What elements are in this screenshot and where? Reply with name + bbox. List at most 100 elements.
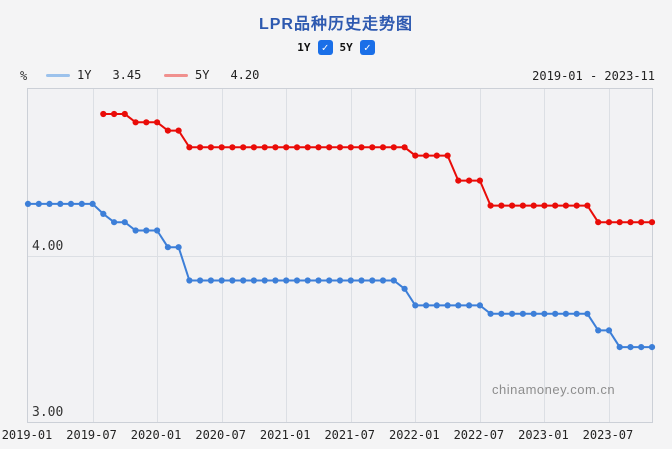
data-point-1y[interactable] (261, 277, 268, 284)
data-point-5y[interactable] (627, 219, 634, 226)
data-point-5y[interactable] (444, 152, 451, 159)
data-point-5y[interactable] (648, 219, 656, 226)
data-point-5y[interactable] (455, 177, 462, 184)
data-point-1y[interactable] (444, 302, 451, 309)
data-point-1y[interactable] (379, 277, 387, 284)
data-point-1y[interactable] (552, 310, 559, 317)
data-point-5y[interactable] (272, 144, 279, 151)
data-point-5y[interactable] (250, 144, 257, 151)
data-point-1y[interactable] (293, 277, 301, 284)
data-point-1y[interactable] (326, 277, 333, 284)
data-point-5y[interactable] (401, 144, 408, 151)
data-point-1y[interactable] (369, 277, 376, 284)
data-point-5y[interactable] (121, 110, 128, 118)
data-point-1y[interactable] (358, 277, 365, 284)
plot-area[interactable]: 4.00 3.00 (24, 88, 656, 423)
data-point-5y[interactable] (509, 202, 516, 209)
data-point-1y[interactable] (573, 310, 580, 317)
data-point-1y[interactable] (35, 200, 42, 207)
data-point-1y[interactable] (433, 302, 440, 309)
data-point-5y[interactable] (143, 119, 150, 126)
data-point-1y[interactable] (616, 344, 623, 351)
data-point-5y[interactable] (293, 144, 301, 151)
data-point-5y[interactable] (218, 144, 225, 151)
data-point-1y[interactable] (315, 277, 322, 284)
data-point-1y[interactable] (186, 277, 193, 284)
data-point-1y[interactable] (121, 219, 128, 226)
data-point-5y[interactable] (207, 144, 214, 151)
data-point-5y[interactable] (552, 202, 559, 209)
data-point-5y[interactable] (466, 177, 473, 184)
data-point-1y[interactable] (78, 200, 85, 207)
data-point-5y[interactable] (498, 202, 505, 209)
data-point-5y[interactable] (433, 152, 440, 159)
data-point-1y[interactable] (530, 310, 537, 317)
data-point-5y[interactable] (304, 144, 311, 151)
data-point-1y[interactable] (627, 344, 634, 351)
data-point-5y[interactable] (638, 219, 645, 226)
data-point-5y[interactable] (379, 144, 387, 151)
data-point-5y[interactable] (347, 144, 354, 151)
series-5y[interactable] (100, 110, 656, 226)
chart-canvas[interactable] (24, 89, 656, 422)
data-point-5y[interactable] (186, 144, 193, 151)
data-point-5y[interactable] (487, 202, 494, 209)
data-point-5y[interactable] (132, 119, 139, 126)
data-point-1y[interactable] (519, 310, 526, 317)
data-point-1y[interactable] (283, 277, 290, 284)
data-point-5y[interactable] (584, 202, 591, 209)
data-point-5y[interactable] (197, 144, 204, 151)
data-point-5y[interactable] (283, 144, 290, 151)
data-point-1y[interactable] (498, 310, 505, 317)
data-point-1y[interactable] (509, 310, 516, 317)
data-point-1y[interactable] (207, 277, 214, 284)
data-point-5y[interactable] (562, 202, 570, 209)
data-point-5y[interactable] (175, 127, 182, 134)
data-point-1y[interactable] (100, 210, 107, 217)
data-point-5y[interactable] (358, 144, 365, 151)
data-point-5y[interactable] (100, 110, 107, 118)
data-point-1y[interactable] (347, 277, 354, 284)
data-point-5y[interactable] (390, 144, 397, 151)
data-point-5y[interactable] (423, 152, 430, 159)
data-point-1y[interactable] (476, 302, 483, 309)
data-point-5y[interactable] (412, 152, 419, 159)
data-point-5y[interactable] (530, 202, 537, 209)
data-point-5y[interactable] (573, 202, 580, 209)
data-point-5y[interactable] (164, 127, 171, 134)
data-point-1y[interactable] (562, 310, 570, 317)
data-point-1y[interactable] (67, 200, 75, 207)
data-point-1y[interactable] (175, 244, 182, 251)
data-point-5y[interactable] (261, 144, 268, 151)
data-point-5y[interactable] (154, 119, 161, 126)
data-point-1y[interactable] (132, 227, 139, 234)
data-point-5y[interactable] (616, 219, 623, 226)
data-point-1y[interactable] (455, 302, 462, 309)
data-point-1y[interactable] (412, 302, 419, 309)
data-point-5y[interactable] (369, 144, 376, 151)
data-point-1y[interactable] (57, 200, 64, 207)
data-point-5y[interactable] (111, 110, 118, 118)
data-point-1y[interactable] (197, 277, 204, 284)
data-point-1y[interactable] (336, 277, 344, 284)
data-point-1y[interactable] (46, 200, 53, 207)
data-point-1y[interactable] (595, 327, 602, 334)
data-point-1y[interactable] (304, 277, 311, 284)
toggle-5y-checkbox[interactable]: ✓ (359, 40, 375, 55)
data-point-1y[interactable] (218, 277, 225, 284)
data-point-5y[interactable] (336, 144, 344, 151)
data-point-5y[interactable] (229, 144, 236, 151)
data-point-5y[interactable] (595, 219, 602, 226)
data-point-1y[interactable] (272, 277, 279, 284)
data-point-1y[interactable] (390, 277, 397, 284)
data-point-1y[interactable] (143, 227, 150, 234)
data-point-1y[interactable] (423, 302, 430, 309)
data-point-1y[interactable] (638, 344, 645, 351)
data-point-1y[interactable] (111, 219, 118, 226)
toggle-1y-checkbox[interactable]: ✓ (317, 40, 333, 55)
data-point-1y[interactable] (89, 200, 96, 207)
data-point-1y[interactable] (466, 302, 473, 309)
series-1y[interactable] (24, 200, 656, 351)
data-point-1y[interactable] (229, 277, 236, 284)
data-point-5y[interactable] (519, 202, 526, 209)
